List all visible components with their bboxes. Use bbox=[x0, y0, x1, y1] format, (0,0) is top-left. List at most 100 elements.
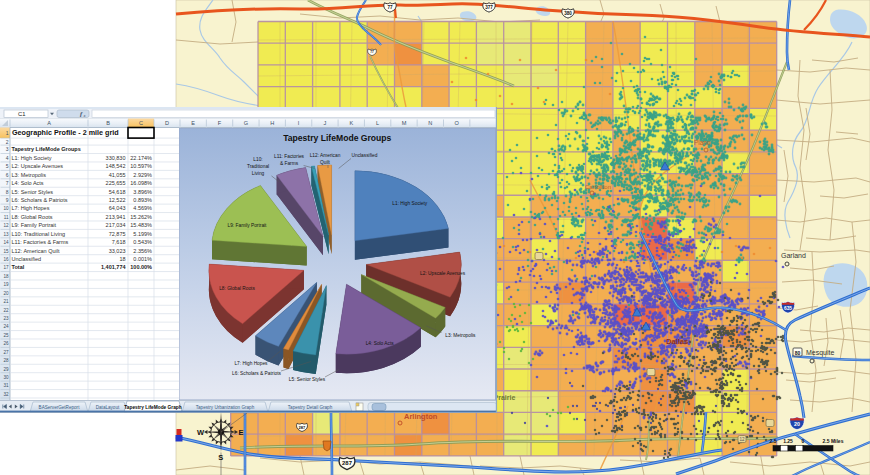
svg-text:Garland: Garland bbox=[781, 252, 806, 259]
svg-text:Tapestry LifeMode Groups: Tapestry LifeMode Groups bbox=[283, 133, 391, 143]
svg-text:L8: Global Roots: L8: Global Roots bbox=[12, 214, 53, 220]
svg-text:Carrollton: Carrollton bbox=[585, 184, 611, 190]
svg-text:4: 4 bbox=[6, 155, 9, 161]
svg-text:L1: High Society: L1: High Society bbox=[12, 155, 52, 161]
svg-text:& Farms: & Farms bbox=[280, 161, 299, 166]
svg-text:12: 12 bbox=[3, 223, 9, 228]
svg-text:O: O bbox=[455, 120, 460, 126]
svg-text:Tapestry LifeMode Graph: Tapestry LifeMode Graph bbox=[124, 405, 182, 410]
svg-text:23: 23 bbox=[3, 316, 9, 321]
svg-text:L12: American Quilt: L12: American Quilt bbox=[12, 248, 60, 254]
svg-text:L4: Solo Acts: L4: Solo Acts bbox=[12, 180, 44, 186]
svg-text:13: 13 bbox=[3, 232, 9, 237]
svg-text:D: D bbox=[165, 120, 169, 126]
svg-text:1,401,774: 1,401,774 bbox=[101, 264, 126, 270]
svg-text:287: 287 bbox=[342, 460, 353, 466]
svg-text:10.597%: 10.597% bbox=[130, 163, 152, 169]
svg-text:20: 20 bbox=[3, 291, 9, 296]
svg-text:L7: High Hopes: L7: High Hopes bbox=[12, 205, 50, 211]
svg-text:54,618: 54,618 bbox=[109, 189, 126, 195]
svg-text:L10: Traditional Living: L10: Traditional Living bbox=[12, 231, 66, 237]
svg-text:100.00%: 100.00% bbox=[130, 264, 152, 270]
svg-text:18: 18 bbox=[3, 274, 9, 279]
svg-text:225,655: 225,655 bbox=[106, 180, 126, 186]
svg-text:L5: Senior Styles: L5: Senior Styles bbox=[12, 189, 54, 195]
svg-text:26: 26 bbox=[3, 341, 9, 346]
svg-text:Tapestry Urbanization Graph: Tapestry Urbanization Graph bbox=[196, 405, 255, 410]
svg-text:BAServerGetReport: BAServerGetReport bbox=[39, 405, 81, 410]
svg-text:L3: Metropolis: L3: Metropolis bbox=[445, 333, 476, 338]
svg-text:L: L bbox=[376, 120, 379, 126]
svg-text:41,055: 41,055 bbox=[109, 172, 126, 178]
svg-text:12,522: 12,522 bbox=[109, 197, 126, 203]
svg-text:C1: C1 bbox=[18, 111, 25, 117]
svg-text:Unclassified: Unclassified bbox=[12, 256, 42, 262]
svg-text:5.199%: 5.199% bbox=[133, 231, 152, 237]
svg-text:2.356%: 2.356% bbox=[133, 248, 152, 254]
svg-text:30: 30 bbox=[3, 375, 9, 380]
svg-text:7,618: 7,618 bbox=[112, 239, 126, 245]
svg-text:L3: Metropolis: L3: Metropolis bbox=[12, 172, 47, 178]
svg-text:25: 25 bbox=[3, 333, 9, 338]
svg-text:L9: Family Portrait: L9: Family Portrait bbox=[228, 223, 268, 228]
svg-text:L6: Scholars & Patriots: L6: Scholars & Patriots bbox=[12, 197, 68, 203]
svg-text:22.174%: 22.174% bbox=[130, 155, 152, 161]
svg-text:24: 24 bbox=[3, 324, 9, 329]
svg-text:3.896%: 3.896% bbox=[133, 189, 152, 195]
svg-text:Dallas: Dallas bbox=[666, 337, 688, 346]
svg-text:8: 8 bbox=[6, 189, 9, 195]
svg-text:H: H bbox=[270, 120, 274, 126]
svg-text:0.543%: 0.543% bbox=[133, 239, 152, 245]
svg-text:21: 21 bbox=[3, 299, 9, 304]
svg-text:Plano: Plano bbox=[694, 139, 711, 146]
svg-text:L6: Scholars & Patriots: L6: Scholars & Patriots bbox=[232, 371, 281, 376]
svg-text:L11: Factories & Farms: L11: Factories & Farms bbox=[12, 239, 69, 245]
svg-text:Living: Living bbox=[252, 171, 265, 176]
svg-text:E: E bbox=[191, 120, 195, 126]
svg-text:L2: Upscale Avenues: L2: Upscale Avenues bbox=[420, 271, 466, 276]
svg-text:2.5 Miles: 2.5 Miles bbox=[823, 438, 844, 444]
svg-text:Quilt: Quilt bbox=[320, 160, 331, 165]
svg-text:L10:: L10: bbox=[253, 157, 262, 162]
svg-text:77: 77 bbox=[370, 50, 374, 54]
svg-text:Total: Total bbox=[12, 264, 25, 270]
svg-text:Geographic Profile - 2 mile gr: Geographic Profile - 2 mile grid bbox=[12, 128, 119, 137]
svg-text:0.001%: 0.001% bbox=[133, 256, 152, 262]
svg-text:N: N bbox=[428, 120, 432, 126]
svg-text:C: C bbox=[139, 120, 143, 126]
svg-text:22: 22 bbox=[3, 308, 9, 313]
svg-text:380: 380 bbox=[564, 11, 572, 16]
svg-text:2: 2 bbox=[6, 139, 9, 145]
svg-text:Unclassified: Unclassified bbox=[352, 153, 378, 158]
svg-text:64,043: 64,043 bbox=[109, 205, 126, 211]
svg-text:M: M bbox=[402, 120, 407, 126]
svg-text:L11: Factories: L11: Factories bbox=[274, 154, 305, 159]
svg-text:32: 32 bbox=[3, 392, 9, 397]
svg-text:2.929%: 2.929% bbox=[133, 172, 152, 178]
svg-text:5: 5 bbox=[6, 163, 9, 169]
svg-text:3: 3 bbox=[6, 146, 9, 152]
svg-text:6: 6 bbox=[6, 172, 9, 178]
svg-text:15.483%: 15.483% bbox=[130, 222, 152, 228]
svg-text:33,023: 33,023 bbox=[109, 248, 126, 254]
svg-text:148,542: 148,542 bbox=[106, 163, 126, 169]
svg-text:12: 12 bbox=[739, 437, 745, 442]
svg-text:F: F bbox=[218, 120, 222, 126]
svg-text:L1: High Society: L1: High Society bbox=[392, 201, 428, 206]
svg-text:77: 77 bbox=[387, 5, 393, 10]
svg-text:287: 287 bbox=[299, 425, 307, 430]
svg-text:15: 15 bbox=[3, 249, 9, 254]
svg-text:K: K bbox=[349, 120, 353, 126]
svg-text:2.5: 2.5 bbox=[770, 438, 777, 444]
svg-text:28: 28 bbox=[3, 358, 9, 363]
svg-text:L7: High Hopes: L7: High Hopes bbox=[234, 361, 268, 366]
svg-text:635: 635 bbox=[784, 306, 792, 311]
svg-text:E: E bbox=[239, 428, 244, 437]
svg-text:16: 16 bbox=[3, 257, 9, 262]
svg-text:18: 18 bbox=[119, 256, 125, 262]
svg-text:72,875: 72,875 bbox=[109, 231, 126, 237]
svg-text:377: 377 bbox=[485, 5, 493, 10]
svg-text:14: 14 bbox=[3, 240, 9, 245]
svg-text:11: 11 bbox=[4, 215, 9, 220]
svg-text:Traditional: Traditional bbox=[247, 164, 269, 169]
